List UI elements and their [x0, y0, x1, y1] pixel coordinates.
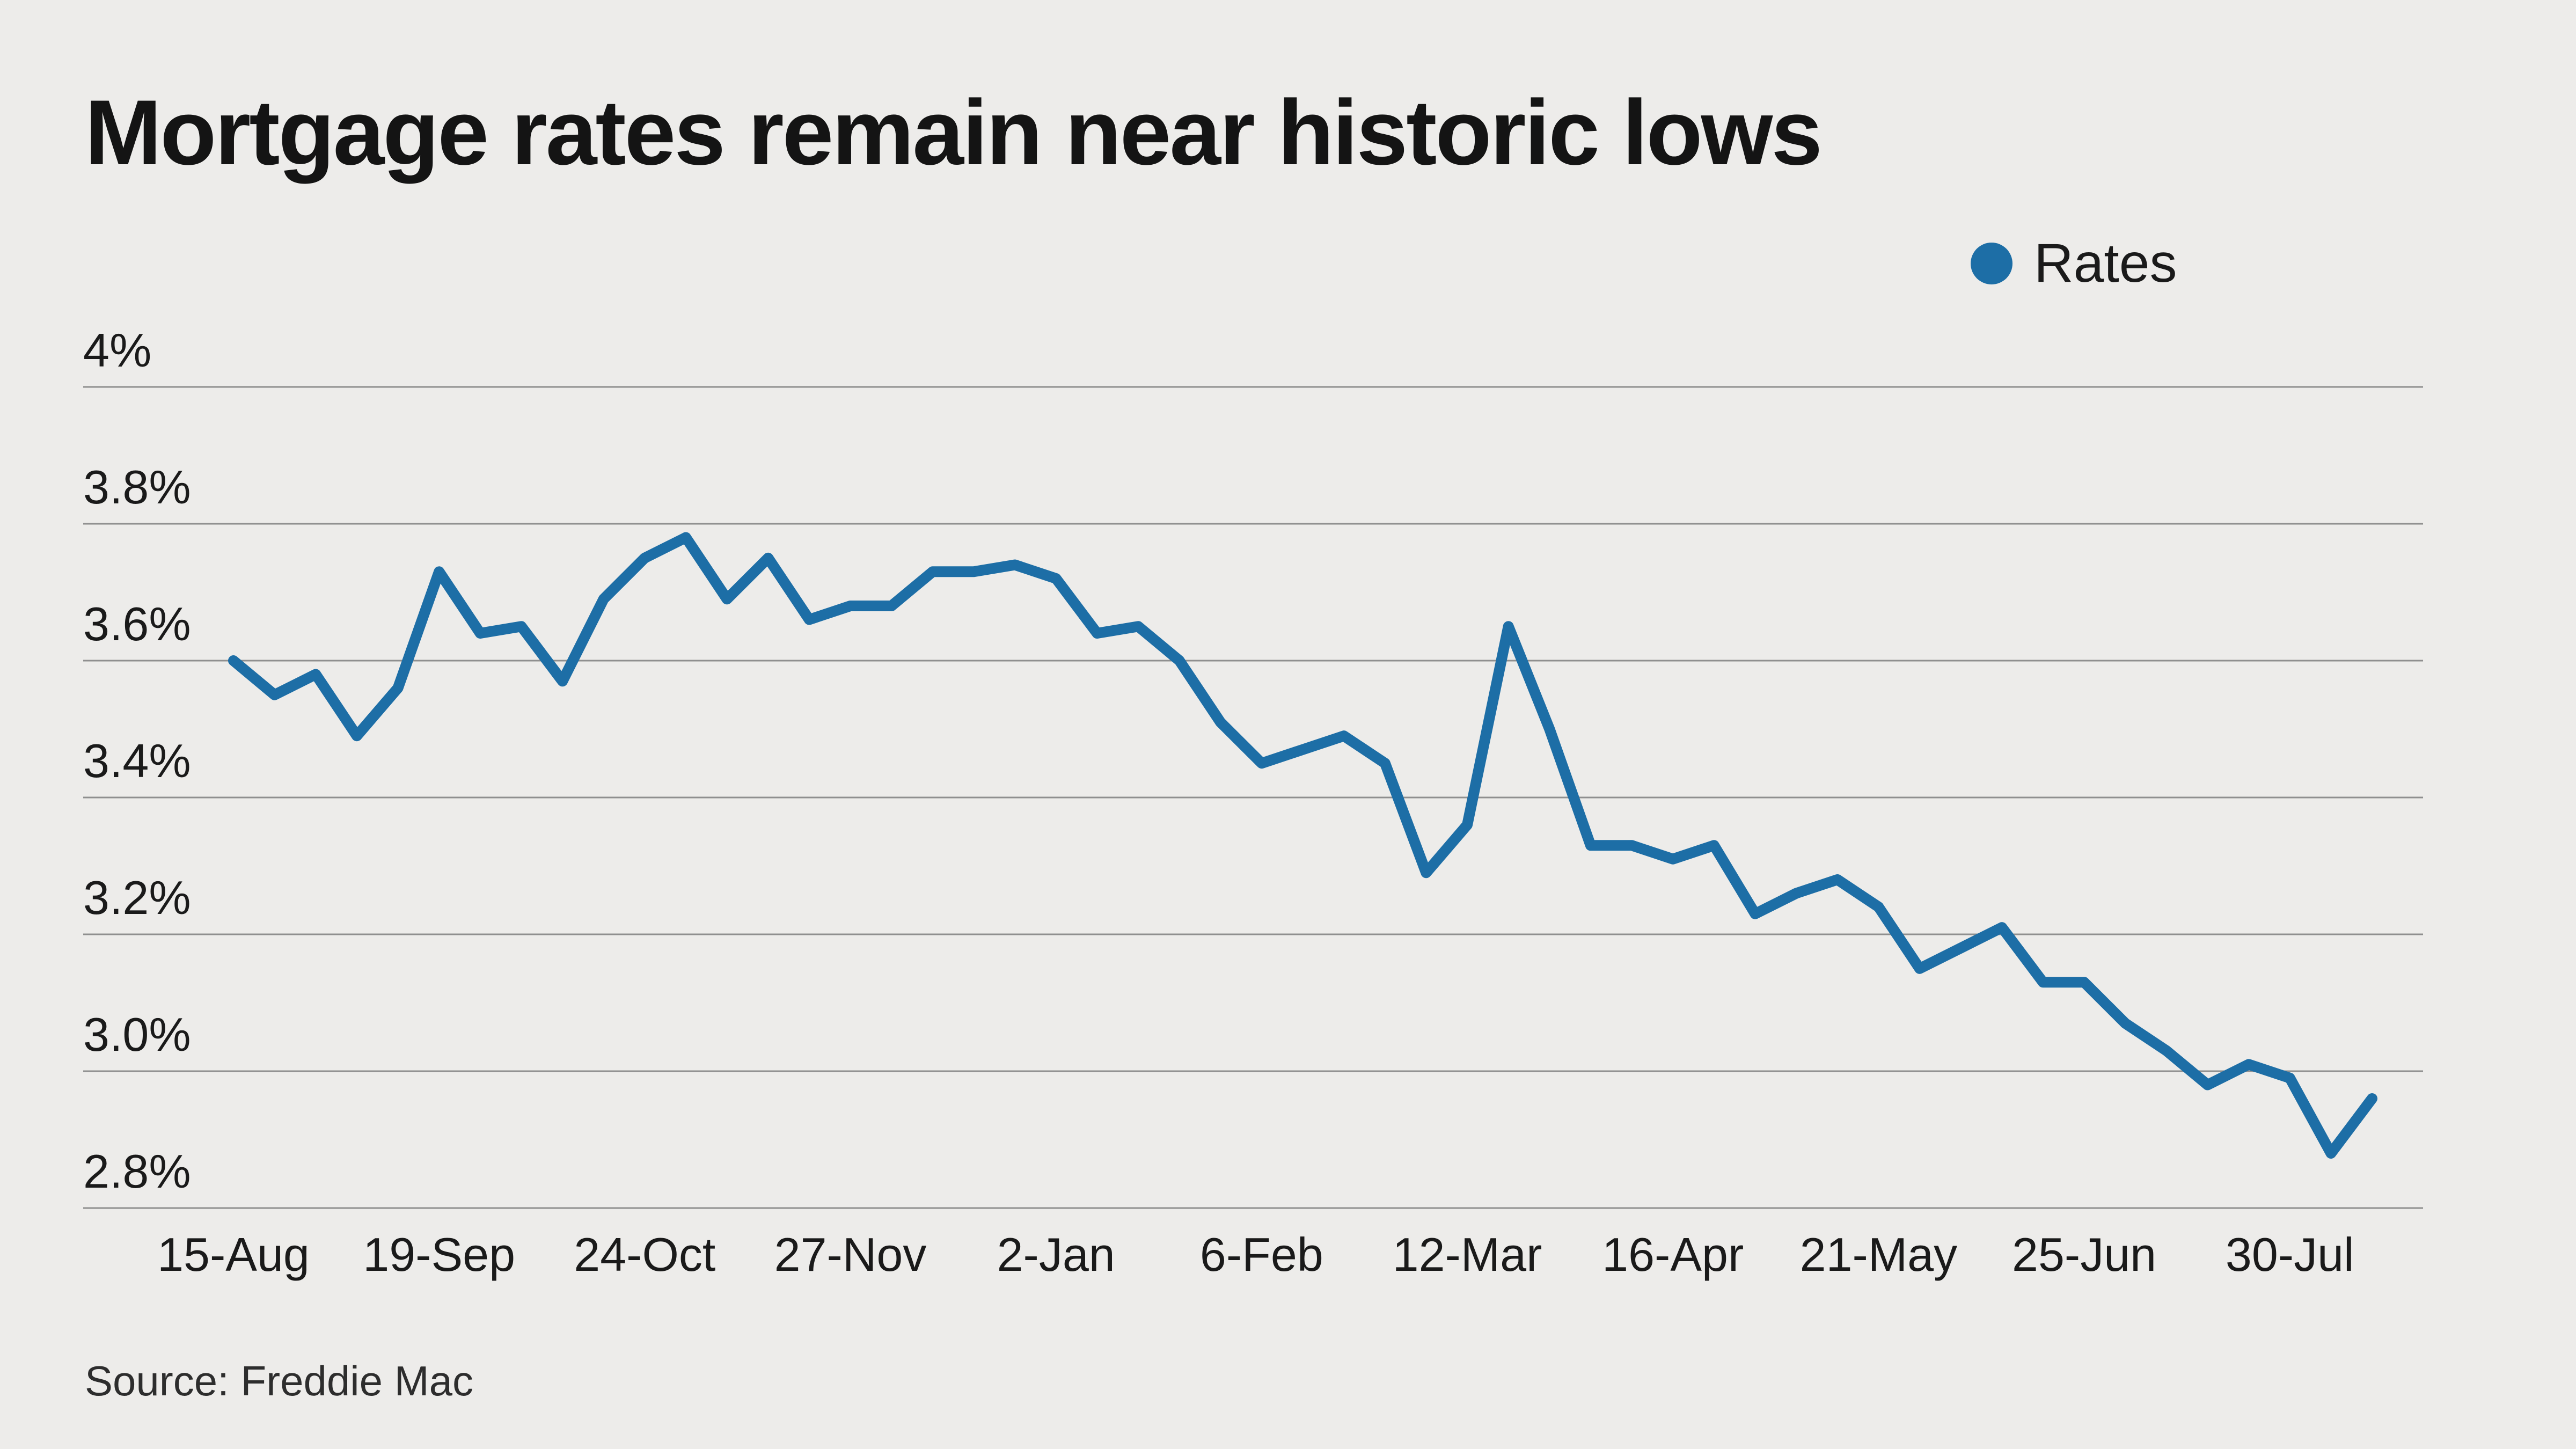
x-axis-tick-label: 27-Nov	[774, 1228, 927, 1281]
y-axis-tick-label: 3.8%	[83, 460, 191, 514]
y-axis-tick-label: 3.4%	[83, 734, 191, 787]
x-axis-tick-label: 15-Aug	[157, 1228, 310, 1281]
x-axis-tick-label: 2-Jan	[997, 1228, 1115, 1281]
rates-line-series	[228, 532, 2377, 1159]
x-axis-tick-label: 12-Mar	[1393, 1228, 1542, 1281]
x-axis-tick-label: 19-Sep	[363, 1228, 515, 1281]
y-axis-tick-label: 4%	[83, 324, 151, 377]
legend-dot-icon	[1971, 242, 2012, 284]
y-axis-tick-label: 2.8%	[83, 1145, 191, 1198]
x-axis-tick-label: 24-Oct	[574, 1228, 715, 1281]
y-axis-tick-label: 3.6%	[83, 597, 191, 650]
legend: Rates	[1971, 232, 2177, 295]
x-axis-tick-label: 16-Apr	[1602, 1228, 1744, 1281]
y-axis-tick-label: 3.0%	[83, 1008, 191, 1061]
source-text: Source: Freddie Mac	[85, 1357, 473, 1404]
legend-label: Rates	[2034, 232, 2177, 294]
x-axis-tick-label: 21-May	[1800, 1228, 1957, 1281]
x-axis-tick-label: 25-Jun	[2012, 1228, 2156, 1281]
x-axis-tick-label: 30-Jul	[2226, 1228, 2354, 1281]
chart-title: Mortgage rates remain near historic lows	[85, 81, 1823, 184]
x-axis-tick-label: 6-Feb	[1200, 1228, 1323, 1281]
y-axis-tick-label: 3.2%	[83, 871, 191, 924]
